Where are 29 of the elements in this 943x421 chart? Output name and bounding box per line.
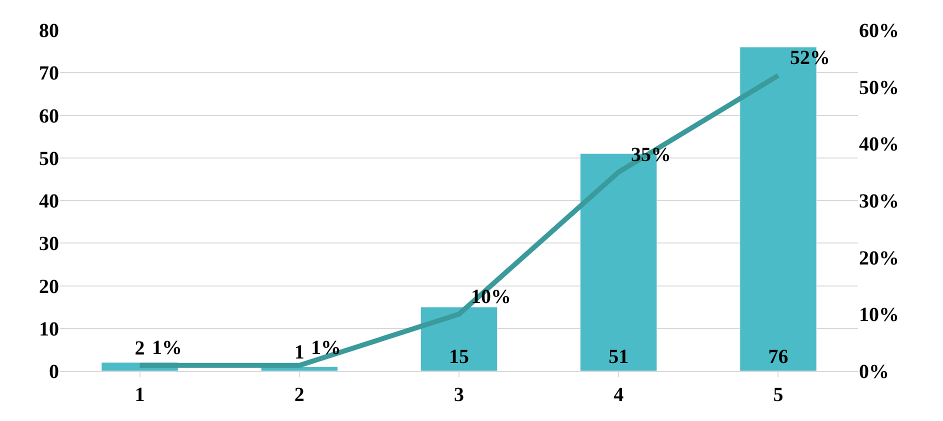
y-tick-label: 30: [39, 233, 59, 256]
data-label: 1%: [311, 337, 341, 359]
data-label: 1: [294, 342, 304, 364]
bar: [420, 306, 498, 371]
data-label: 76: [768, 346, 788, 368]
data-label: 15: [449, 346, 469, 368]
y2-tick-label: 40%: [859, 134, 899, 156]
y-tick-label: 20: [39, 276, 59, 298]
data-label: 51: [608, 346, 629, 368]
x-tick-label: 5: [773, 384, 784, 406]
data-label: 1%: [152, 337, 182, 359]
y2-tick-label: 30%: [859, 190, 899, 212]
y2-tick-label: 0%: [859, 361, 889, 383]
y-tick-label: 10: [39, 318, 59, 340]
x-tick-label: 2: [294, 384, 304, 406]
x-tick-label: 4: [614, 384, 624, 406]
y-tick-label: 0: [49, 361, 59, 383]
y2-tick-label: 60%: [859, 20, 899, 42]
y-tick-label: 40: [39, 190, 59, 212]
data-label: 2: [134, 337, 145, 360]
y-tick-label: 50: [39, 148, 59, 170]
x-tick-label: 1: [134, 384, 145, 406]
y-tick-label: 80: [39, 20, 59, 42]
x-tick-label: 3: [454, 384, 464, 406]
y2-tick-label: 10%: [859, 304, 899, 326]
y-tick-label: 60: [39, 105, 59, 128]
y-tick-label: 70: [39, 62, 59, 85]
y2-tick-label: 50%: [859, 76, 899, 99]
y2-tick-label: 20%: [859, 247, 899, 270]
